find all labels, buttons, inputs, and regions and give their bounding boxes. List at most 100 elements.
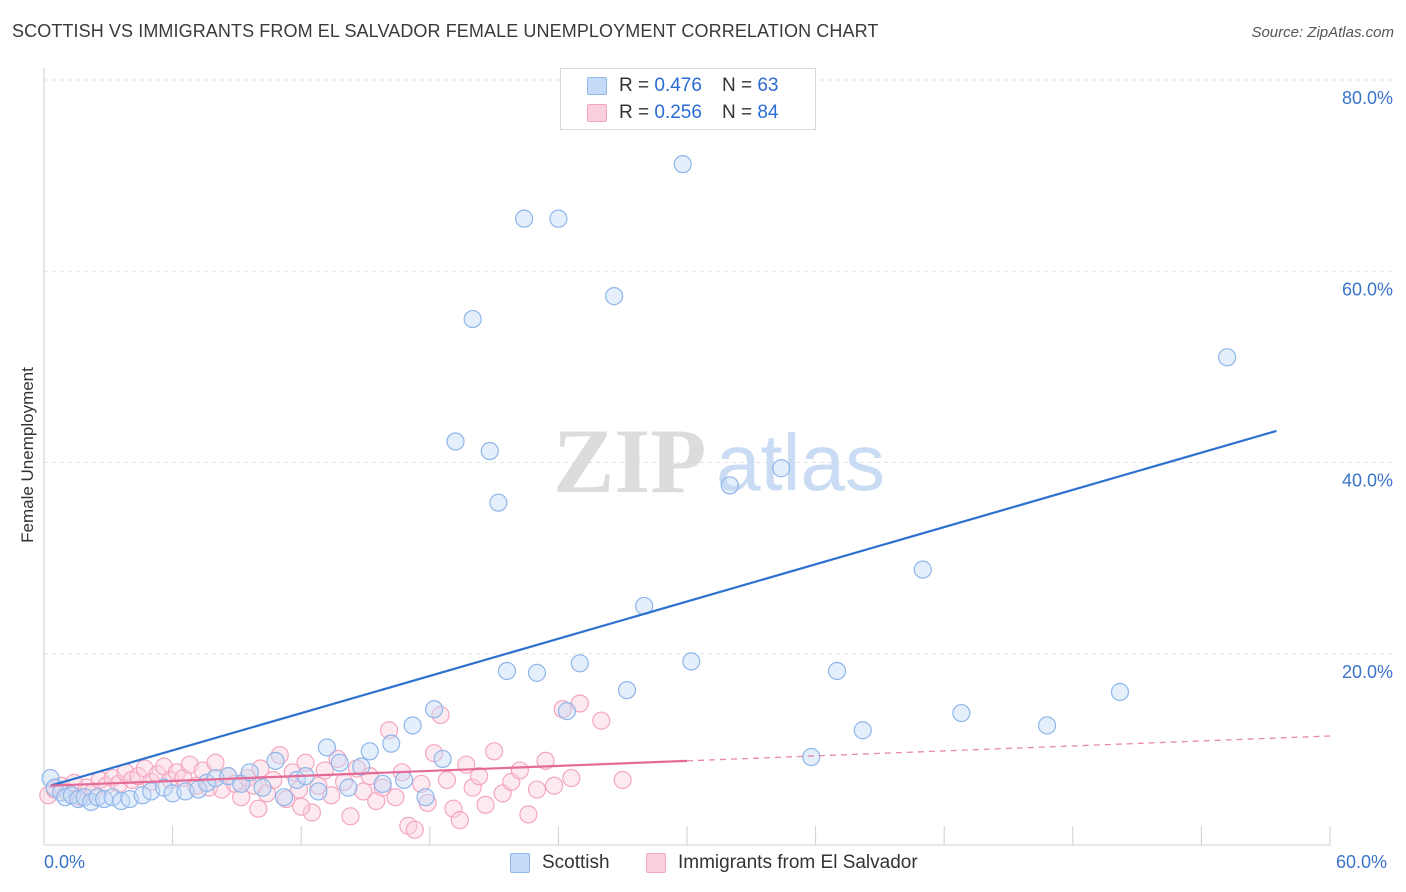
series-name-el-salvador: Immigrants from El Salvador xyxy=(678,852,918,873)
legend-n-label: N = xyxy=(721,75,753,96)
point-el-salvador xyxy=(249,799,268,818)
point-el-salvador xyxy=(545,776,564,795)
series-legend-scottish: Scottish xyxy=(510,852,610,874)
point-scottish xyxy=(240,763,259,782)
point-el-salvador xyxy=(412,774,431,793)
point-scottish xyxy=(557,702,577,721)
point-scottish xyxy=(394,770,414,790)
chart-title: SCOTTISH VS IMMIGRANTS FROM EL SALVADOR … xyxy=(12,21,879,41)
y-tick-label: 60.0% xyxy=(1342,279,1393,299)
point-scottish xyxy=(802,747,821,767)
trend-line-el-salvador-extension xyxy=(686,735,1331,762)
point-el-salvador xyxy=(405,820,424,839)
point-scottish xyxy=(352,757,371,776)
point-el-salvador xyxy=(536,751,555,770)
point-scottish xyxy=(952,703,971,723)
point-scottish xyxy=(339,778,358,797)
point-scottish xyxy=(480,441,499,461)
y-axis-label: Female Unemployment xyxy=(18,367,37,543)
point-scottish xyxy=(41,768,60,788)
point-scottish xyxy=(772,459,791,478)
series-swatch-scottish xyxy=(510,853,530,873)
legend-n-label: N = xyxy=(721,102,753,123)
legend-r-label: R = xyxy=(619,102,650,123)
point-el-salvador xyxy=(527,780,547,799)
trend-line-el-salvador xyxy=(50,759,688,787)
point-scottish xyxy=(317,738,337,757)
legend-n-value: 63 xyxy=(757,75,779,96)
point-scottish xyxy=(515,209,534,228)
point-el-salvador xyxy=(292,797,311,816)
point-scottish xyxy=(527,663,547,682)
point-scottish xyxy=(133,786,152,805)
trend-lines xyxy=(50,429,1331,787)
legend-swatch-scottish xyxy=(587,77,607,95)
point-el-salvador xyxy=(373,778,392,797)
point-el-salvador xyxy=(341,807,360,826)
point-scottish xyxy=(497,661,517,681)
point-scottish xyxy=(309,782,328,801)
x-tick-min: 0.0% xyxy=(44,852,86,872)
point-el-salvador xyxy=(437,770,457,790)
point-scottish xyxy=(1218,348,1237,367)
point-scottish xyxy=(424,700,444,719)
point-scottish xyxy=(463,309,482,329)
point-scottish xyxy=(360,742,379,761)
point-scottish xyxy=(913,560,932,579)
point-scottish xyxy=(88,788,107,807)
point-scottish xyxy=(549,209,568,228)
point-scottish xyxy=(673,155,692,174)
point-el-salvador xyxy=(562,768,581,788)
point-scottish xyxy=(433,749,452,769)
watermark-zip: ZIP xyxy=(553,410,706,512)
point-el-salvador xyxy=(519,805,538,824)
point-el-salvador xyxy=(379,721,399,740)
point-scottish xyxy=(720,476,739,495)
point-el-salvador xyxy=(206,753,225,772)
point-el-salvador xyxy=(476,795,495,814)
legend-row-el-salvador: R = 0.256 N = 84 xyxy=(587,101,778,125)
series-swatch-el-salvador xyxy=(646,853,666,873)
point-el-salvador xyxy=(485,742,504,761)
legend-n-value: 84 xyxy=(757,102,779,123)
axes xyxy=(43,68,1331,846)
x-tick-max: 60.0% xyxy=(1336,852,1388,872)
point-scottish xyxy=(827,661,847,681)
trend-line-scottish xyxy=(50,429,1277,787)
legend-row-scottish: R = 0.476 N = 63 xyxy=(587,74,778,98)
point-el-salvador xyxy=(386,788,405,807)
point-el-salvador xyxy=(232,788,251,807)
point-el-salvador xyxy=(613,770,632,790)
point-scottish xyxy=(266,751,285,770)
legend-r-value: 0.476 xyxy=(654,75,702,96)
point-scottish xyxy=(403,716,422,735)
y-tick-label: 20.0% xyxy=(1342,662,1393,682)
point-el-salvador xyxy=(296,753,315,772)
point-el-salvador xyxy=(510,761,529,780)
chart-source: Source: ZipAtlas.com xyxy=(1251,24,1394,41)
point-el-salvador xyxy=(444,799,463,818)
point-scottish xyxy=(570,654,589,673)
legend-r-value: 0.256 xyxy=(654,102,702,123)
y-tick-labels: 20.0% 40.0% 60.0% 80.0% xyxy=(1342,88,1393,682)
point-scottish xyxy=(373,774,392,793)
point-scottish xyxy=(1110,682,1130,702)
point-scottish xyxy=(274,788,294,807)
point-scottish xyxy=(330,753,349,772)
point-el-salvador xyxy=(354,782,373,801)
point-el-salvador xyxy=(302,803,322,822)
gridlines xyxy=(44,79,1395,655)
point-el-salvador xyxy=(469,767,489,786)
point-el-salvador xyxy=(592,711,611,730)
point-el-salvador xyxy=(450,811,469,830)
y-tick-label: 40.0% xyxy=(1342,471,1393,491)
point-scottish xyxy=(617,680,637,700)
point-scottish xyxy=(682,652,701,671)
point-scottish xyxy=(446,432,465,451)
stats-legend: R = 0.476 N = 63 R = 0.256 N = 84 xyxy=(560,68,816,130)
legend-r-label: R = xyxy=(619,75,650,96)
point-scottish xyxy=(853,721,872,740)
legend-swatch-el-salvador xyxy=(587,104,607,122)
watermark-atlas: atlas xyxy=(716,418,885,507)
